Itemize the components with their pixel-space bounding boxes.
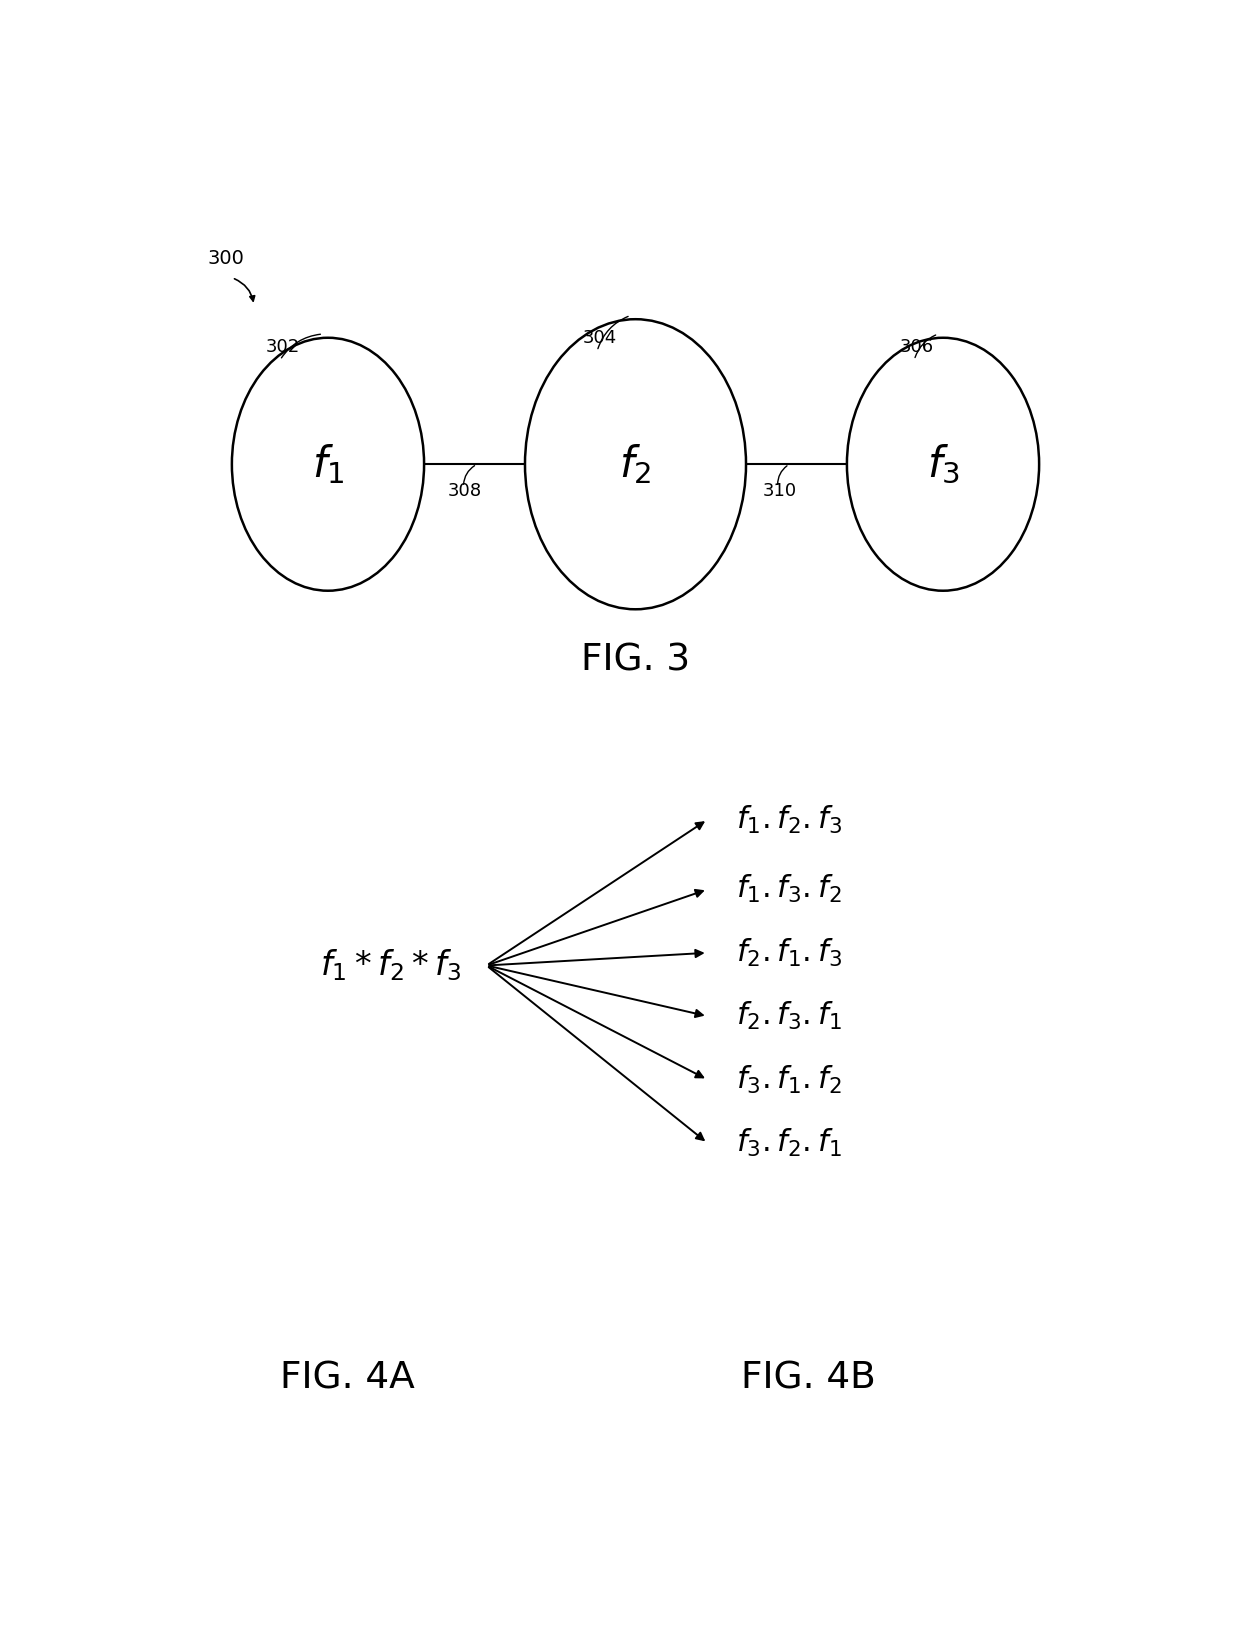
Text: 304: 304 bbox=[583, 330, 616, 348]
Text: $f_2 . f_3 . f_1$: $f_2 . f_3 . f_1$ bbox=[737, 1000, 842, 1032]
Text: 308: 308 bbox=[448, 481, 482, 499]
Text: $f_1 . f_3 . f_2$: $f_1 . f_3 . f_2$ bbox=[737, 873, 842, 905]
Text: $f_1 . f_2 . f_3$: $f_1 . f_2 . f_3$ bbox=[737, 804, 843, 836]
Text: $f_2$: $f_2$ bbox=[619, 442, 652, 486]
Text: 306: 306 bbox=[900, 338, 934, 356]
Text: $f_1$: $f_1$ bbox=[311, 442, 345, 486]
Ellipse shape bbox=[525, 320, 746, 610]
Ellipse shape bbox=[847, 338, 1039, 590]
Text: FIG. 4A: FIG. 4A bbox=[280, 1361, 414, 1398]
Text: FIG. 4B: FIG. 4B bbox=[742, 1361, 875, 1398]
Ellipse shape bbox=[232, 338, 424, 590]
Text: 300: 300 bbox=[208, 249, 244, 267]
FancyArrowPatch shape bbox=[234, 279, 254, 302]
Text: $f_3 . f_1 . f_2$: $f_3 . f_1 . f_2$ bbox=[737, 1063, 842, 1096]
Text: 302: 302 bbox=[265, 338, 300, 356]
Text: $f_3$: $f_3$ bbox=[926, 443, 960, 486]
Text: $f_1 * f_2 * f_3$: $f_1 * f_2 * f_3$ bbox=[320, 948, 461, 984]
FancyArrowPatch shape bbox=[777, 466, 787, 485]
Text: 310: 310 bbox=[763, 481, 796, 499]
FancyArrowPatch shape bbox=[281, 335, 320, 358]
Text: $f_2 . f_1 . f_3$: $f_2 . f_1 . f_3$ bbox=[737, 936, 843, 969]
FancyArrowPatch shape bbox=[464, 466, 475, 485]
FancyArrowPatch shape bbox=[598, 316, 629, 349]
Text: FIG. 3: FIG. 3 bbox=[580, 643, 691, 679]
Text: $f_3 . f_2 . f_1$: $f_3 . f_2 . f_1$ bbox=[737, 1127, 842, 1159]
FancyArrowPatch shape bbox=[915, 335, 936, 358]
